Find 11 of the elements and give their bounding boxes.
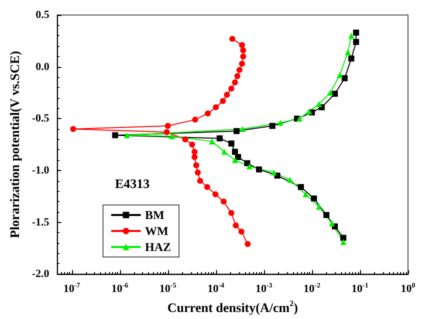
y-tick-label: -1.0 xyxy=(32,164,50,176)
y-tick-label: -0.5 xyxy=(32,112,50,125)
y-axis-title: Plorarization potential(V vs.SCE) xyxy=(7,50,22,238)
y-tick-label: 0.0 xyxy=(36,60,50,73)
legend-label: BM xyxy=(145,208,164,222)
y-tick-label: -2.0 xyxy=(32,268,50,280)
legend-label: HAZ xyxy=(145,240,172,254)
legend-title: E4313 xyxy=(115,176,150,191)
legend-label: WM xyxy=(145,224,168,238)
y-tick-label: 0.5 xyxy=(36,9,50,21)
y-tick-label: -1.5 xyxy=(32,216,50,228)
